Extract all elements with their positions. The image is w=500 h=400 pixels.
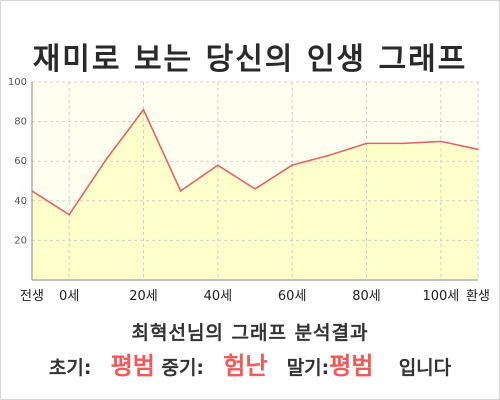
x-tick-label: 40세 (204, 289, 233, 304)
x-tick-label: 80세 (352, 289, 381, 304)
data-point (328, 154, 331, 157)
x-tick-label: 60세 (278, 289, 307, 304)
result-suffix: 입니다 (398, 357, 452, 379)
y-tick-label: 60 (14, 156, 27, 167)
y-tick-label: 20 (14, 235, 27, 246)
middle-label: 중기: (161, 357, 205, 379)
early-label: 초기: (48, 357, 92, 379)
data-point (179, 190, 182, 192)
data-point (254, 188, 256, 190)
data-point (440, 140, 442, 143)
data-point (105, 158, 108, 161)
early-value: 평범 (110, 352, 155, 380)
y-tick-label: 100 (8, 77, 27, 88)
data-point (142, 108, 145, 111)
x-tick-label: 20세 (129, 289, 158, 304)
data-point (291, 164, 293, 166)
data-point (477, 148, 479, 151)
x-tick-label: 0세 (59, 289, 79, 304)
late-value: 평범 (329, 352, 374, 380)
chart-title: 재미로 보는 당신의 인생 그래프 (32, 42, 468, 77)
data-point (68, 213, 70, 216)
x-tick-label: 100세 (422, 289, 459, 304)
late-label: 말기: (286, 357, 330, 379)
data-point (365, 142, 368, 145)
x-tick-label: 전생 (20, 289, 44, 304)
x-tick-label: 환생 (466, 289, 490, 304)
life-graph-chart: 20 40 60 80 100 전생 0세 20세 40세 60세 80세 100세 환생 (8, 77, 490, 304)
area-fill (32, 109, 478, 280)
data-point (402, 142, 405, 145)
result-line: 초기: 평범 중기: 험난 말기:평범 입니다 (0, 346, 500, 381)
data-point (217, 164, 219, 166)
middle-value: 험난 (223, 352, 268, 380)
y-tick-label: 80 (14, 117, 27, 128)
y-tick-label: 40 (14, 196, 27, 207)
result-heading: 최혁선님의 그래프 분석결과 (131, 322, 369, 344)
data-point (31, 190, 33, 192)
